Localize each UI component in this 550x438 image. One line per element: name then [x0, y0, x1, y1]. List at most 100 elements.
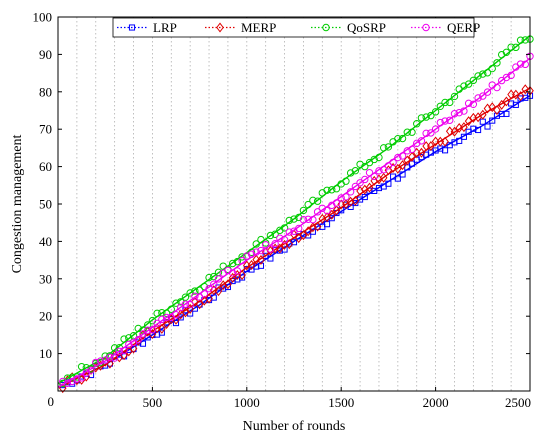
data-point-merp [403, 155, 412, 166]
data-point-qerp [134, 335, 142, 344]
data-point-qerp [375, 167, 383, 175]
data-point-qerp [408, 145, 416, 154]
data-point-qosrp [143, 321, 152, 329]
data-point-qerp [483, 88, 492, 96]
legend-entry-lrp: LRP [117, 20, 177, 35]
data-point-lrp [484, 123, 491, 130]
data-point-qerp [493, 83, 501, 92]
data-point-merp [285, 239, 294, 250]
data-point-qerp [446, 116, 454, 124]
legend-label-merp: MERP [241, 20, 276, 35]
data-point-qerp [158, 315, 166, 324]
data-point-qerp [346, 188, 355, 196]
data-point-merp [394, 163, 402, 174]
data-point-qosrp [493, 59, 501, 67]
data-point-qerp [77, 374, 86, 382]
data-point-qosrp [162, 309, 171, 317]
data-point-qerp [427, 129, 435, 137]
y-tick-label: 60 [39, 159, 52, 174]
data-point-qerp [323, 206, 331, 215]
data-point-merp [209, 285, 218, 296]
data-point-qerp [516, 60, 525, 68]
data-point-merp [304, 226, 312, 237]
data-point-qerp [148, 326, 157, 334]
data-point-qerp [238, 256, 246, 265]
data-point-qosrp [384, 143, 393, 151]
data-point-qosrp [413, 120, 421, 128]
legend-label-qosrp: QoSRP [347, 20, 386, 35]
data-point-qerp [450, 110, 459, 118]
data-point-qosrp [356, 160, 364, 168]
data-point-qosrp [228, 259, 237, 268]
data-point-qerp [271, 240, 279, 248]
data-point-qerp [351, 182, 360, 191]
data-point-qerp [304, 215, 312, 223]
data-point-qerp [389, 158, 397, 167]
data-point-qerp [417, 137, 426, 145]
data-point-qosrp [502, 48, 511, 57]
data-point-qosrp [375, 153, 383, 162]
data-point-qosrp [370, 155, 378, 164]
data-point-qosrp [210, 272, 218, 281]
data-point-merp [460, 122, 468, 133]
data-point-merp [299, 230, 308, 241]
data-point-merp [158, 323, 166, 334]
data-point-merp [195, 299, 204, 310]
data-point-qerp [370, 172, 378, 181]
data-point-lrp [399, 171, 406, 178]
legend-entry-qerp: QERP [411, 20, 480, 35]
data-point-qerp [73, 375, 81, 383]
data-point-qerp [285, 228, 293, 236]
data-point-qosrp [191, 287, 199, 295]
data-point-merp [379, 172, 388, 183]
data-point-merp [58, 383, 67, 394]
data-point-qerp [479, 92, 487, 100]
data-point-merp [313, 221, 322, 232]
data-point-qosrp [280, 224, 289, 232]
series-line-merp [57, 87, 531, 388]
y-axis-label: Congestion management [10, 134, 25, 273]
data-point-lrp [347, 203, 354, 210]
x-tick-label: 1500 [328, 395, 354, 410]
data-point-merp [224, 279, 232, 290]
data-point-qerp [379, 165, 388, 174]
data-point-qerp [261, 241, 270, 249]
data-point-qosrp [101, 352, 109, 360]
data-point-lrp [172, 320, 180, 327]
x-axis-label: Number of rounds [243, 419, 346, 434]
data-point-merp [327, 209, 336, 220]
legend-entry-qosrp: QoSRP [311, 20, 386, 35]
data-point-qosrp [441, 98, 449, 107]
data-point-merp [389, 162, 397, 173]
data-point-lrp [309, 228, 316, 235]
y-tick-label: 80 [39, 84, 52, 99]
data-point-qosrp [205, 273, 213, 282]
data-point-qosrp [408, 128, 416, 136]
data-point-lrp [441, 147, 449, 154]
data-point-qosrp [521, 36, 529, 44]
data-point-qosrp [398, 134, 407, 143]
data-point-qerp [441, 117, 449, 125]
data-point-qosrp [313, 197, 322, 205]
data-point-qerp [200, 290, 209, 298]
data-point-qosrp [361, 162, 369, 171]
data-point-qerp [422, 129, 430, 138]
data-point-qosrp [436, 102, 445, 110]
data-point-qosrp [271, 230, 279, 238]
data-point-lrp [239, 274, 246, 281]
data-point-qerp [332, 199, 341, 207]
data-point-qerp [243, 252, 251, 260]
data-point-qerp [252, 248, 260, 256]
data-point-qerp [205, 284, 213, 293]
data-point-qerp [384, 162, 393, 170]
data-point-merp [351, 195, 360, 206]
data-point-merp [445, 126, 454, 137]
data-point-qosrp [497, 50, 506, 59]
data-point-merp [153, 323, 161, 334]
data-point-qosrp [266, 231, 275, 240]
data-point-lrp [257, 262, 265, 269]
data-point-merp [191, 296, 199, 307]
data-point-merp [478, 109, 487, 120]
data-point-qosrp [351, 167, 360, 175]
data-point-qosrp [422, 113, 430, 121]
